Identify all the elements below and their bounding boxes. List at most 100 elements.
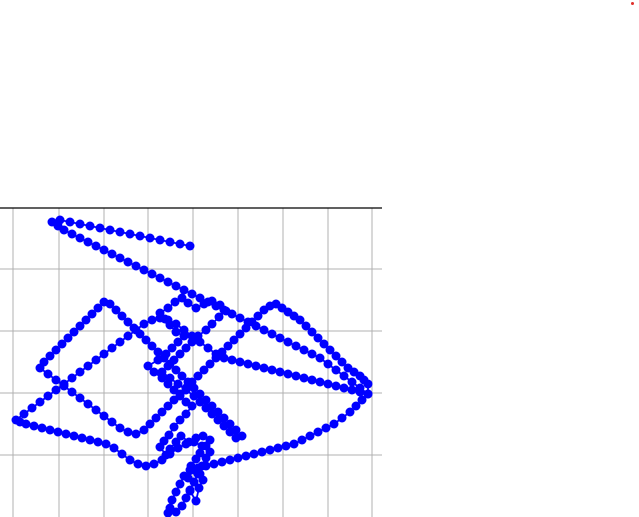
data-point <box>345 407 355 417</box>
data-point <box>363 389 373 399</box>
data-point <box>19 409 29 419</box>
data-point <box>157 407 167 417</box>
data-point <box>67 229 77 239</box>
data-point <box>219 413 229 423</box>
data-point <box>75 393 85 403</box>
data-point <box>139 265 149 275</box>
data-point <box>43 391 53 401</box>
data-point <box>87 309 97 319</box>
data-point <box>107 249 117 259</box>
data-point <box>145 419 155 429</box>
data-point <box>164 430 174 440</box>
data-point <box>147 315 157 325</box>
data-point <box>165 237 175 247</box>
data-point <box>147 269 157 279</box>
data-point <box>295 315 305 325</box>
data-point <box>315 353 325 363</box>
data-point <box>75 367 85 377</box>
data-point <box>157 455 167 465</box>
data-point <box>205 359 215 369</box>
data-point <box>179 325 189 335</box>
data-point <box>95 223 105 233</box>
data-point <box>61 429 71 439</box>
data-point <box>145 233 155 243</box>
data-point <box>297 435 307 445</box>
data-point <box>107 343 117 353</box>
data-point <box>275 333 285 343</box>
data-point <box>93 303 103 313</box>
data-point <box>181 493 191 503</box>
data-point <box>43 369 53 379</box>
data-point <box>291 341 301 351</box>
data-point <box>185 241 195 251</box>
data-point <box>225 419 235 429</box>
data-point <box>170 297 180 307</box>
data-point <box>249 449 259 459</box>
data-point <box>47 217 57 227</box>
data-point <box>177 501 187 511</box>
data-point <box>235 329 245 339</box>
data-point <box>153 347 163 357</box>
data-point <box>243 359 253 369</box>
data-point <box>237 431 247 441</box>
data-point <box>165 359 175 369</box>
data-point <box>259 325 269 335</box>
data-point <box>163 277 173 287</box>
data-point <box>57 339 67 349</box>
data-point <box>53 427 63 437</box>
data-point <box>181 409 191 419</box>
data-point <box>313 427 323 437</box>
data-point <box>163 315 173 325</box>
data-point <box>155 235 165 245</box>
data-point <box>209 459 219 469</box>
data-point <box>155 313 165 323</box>
data-point <box>35 397 45 407</box>
data-point <box>29 421 39 431</box>
data-point <box>85 435 95 445</box>
data-point <box>181 397 191 407</box>
data-point <box>337 357 347 367</box>
data-point <box>205 447 215 457</box>
data-point <box>235 357 245 367</box>
data-point <box>197 461 207 471</box>
data-point <box>273 443 283 453</box>
data-point <box>99 411 109 421</box>
data-point <box>233 453 243 463</box>
data-point <box>81 315 91 325</box>
data-point <box>123 317 133 327</box>
data-point <box>217 457 227 467</box>
data-point <box>175 415 185 425</box>
data-point <box>75 219 85 229</box>
data-point <box>171 319 181 329</box>
data-point <box>67 387 77 397</box>
data-point <box>115 227 125 237</box>
data-point <box>175 479 185 489</box>
data-point <box>123 331 133 341</box>
data-point <box>83 361 93 371</box>
data-point <box>253 311 263 321</box>
data-point <box>35 363 45 373</box>
data-point <box>165 449 175 459</box>
data-point <box>139 319 149 329</box>
data-point <box>167 343 177 353</box>
data-point <box>99 297 109 307</box>
data-point <box>331 381 341 391</box>
data-point <box>165 373 175 383</box>
data-point <box>159 353 169 363</box>
data-point <box>313 333 323 343</box>
data-point <box>307 375 317 385</box>
data-point <box>363 379 373 389</box>
data-point <box>305 431 315 441</box>
data-point <box>207 319 217 329</box>
data-point <box>67 373 77 383</box>
data-point <box>83 399 93 409</box>
data-point <box>323 379 333 389</box>
data-point <box>149 459 159 469</box>
data-point <box>69 327 79 337</box>
data-point <box>135 231 145 241</box>
data-point <box>159 436 169 446</box>
data-point <box>189 477 199 487</box>
data-point <box>329 419 339 429</box>
data-point <box>99 245 109 255</box>
data-point <box>227 355 237 365</box>
